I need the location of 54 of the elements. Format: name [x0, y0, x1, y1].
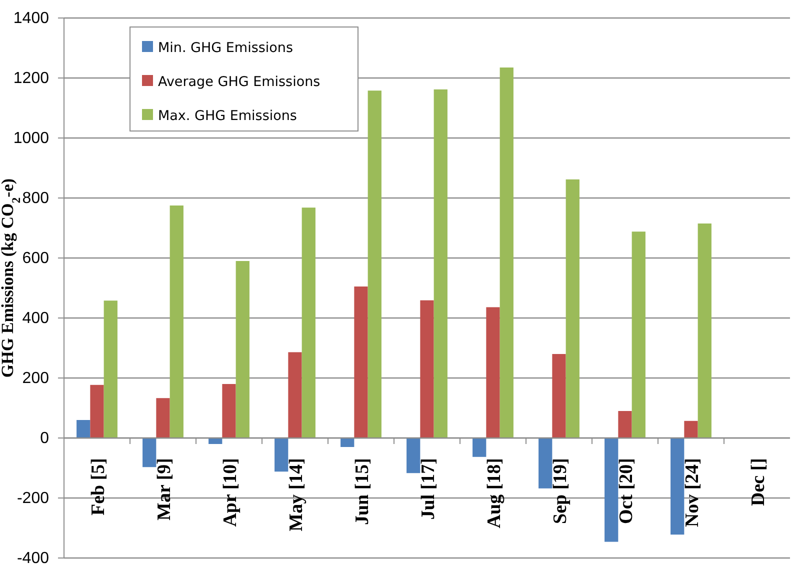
bar [552, 354, 566, 438]
bar [604, 438, 618, 542]
x-tick-label: Sep [19] [550, 458, 571, 524]
bar [288, 352, 302, 438]
y-tick-label: 200 [22, 370, 50, 388]
bar [472, 438, 486, 457]
bar [500, 68, 514, 438]
bar [104, 300, 118, 438]
bar [684, 420, 698, 438]
bar [486, 307, 500, 438]
x-tick-label: Aug [18] [484, 458, 505, 528]
bar [354, 286, 368, 438]
legend-label: Average GHG Emissions [158, 74, 320, 90]
bar [236, 261, 250, 438]
bar [368, 90, 382, 438]
bar [340, 438, 354, 447]
bar [170, 206, 184, 438]
y-tick-label: 800 [22, 190, 50, 208]
bar [156, 398, 170, 438]
y-tick-label: 0 [40, 430, 50, 448]
bar [698, 224, 712, 438]
bar [632, 232, 646, 438]
x-tick-label: Oct [20] [616, 458, 637, 524]
x-tick-label: Feb [5] [88, 458, 109, 516]
bar [566, 179, 580, 438]
x-tick-label: Apr [10] [220, 458, 241, 527]
x-tick-label: Jun [15] [352, 458, 373, 526]
bar [222, 384, 236, 438]
legend-label: Min. GHG Emissions [158, 40, 293, 56]
bar [618, 411, 632, 438]
y-tick-label: 600 [22, 250, 50, 268]
bar [434, 89, 448, 438]
bar [406, 438, 420, 474]
y-tick-label: -200 [16, 490, 50, 508]
bar [538, 438, 552, 488]
x-tick-label: Mar [9] [154, 458, 175, 520]
x-tick-label: Jul [17] [418, 458, 439, 520]
bar [302, 208, 316, 438]
x-tick-label: Nov [24] [682, 458, 703, 528]
bar [670, 438, 684, 535]
y-tick-label: 1400 [13, 10, 50, 28]
bar [208, 438, 222, 444]
y-tick-label: -400 [16, 550, 50, 568]
x-tick-label: May [14] [286, 458, 307, 532]
bar [90, 384, 104, 438]
y-tick-label: 1200 [13, 70, 50, 88]
y-tick-label: 400 [22, 310, 50, 328]
bar [76, 420, 90, 438]
x-tick-label: Dec [] [748, 458, 769, 506]
bar [274, 438, 288, 472]
bar [420, 300, 434, 438]
y-tick-label: 1000 [13, 130, 50, 148]
bar [142, 438, 156, 468]
legend-label: Max. GHG Emissions [158, 108, 297, 124]
